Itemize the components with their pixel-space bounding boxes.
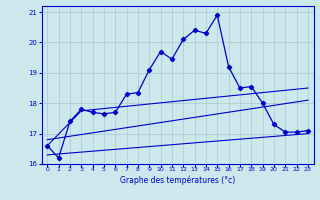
- X-axis label: Graphe des températures (°c): Graphe des températures (°c): [120, 175, 235, 185]
